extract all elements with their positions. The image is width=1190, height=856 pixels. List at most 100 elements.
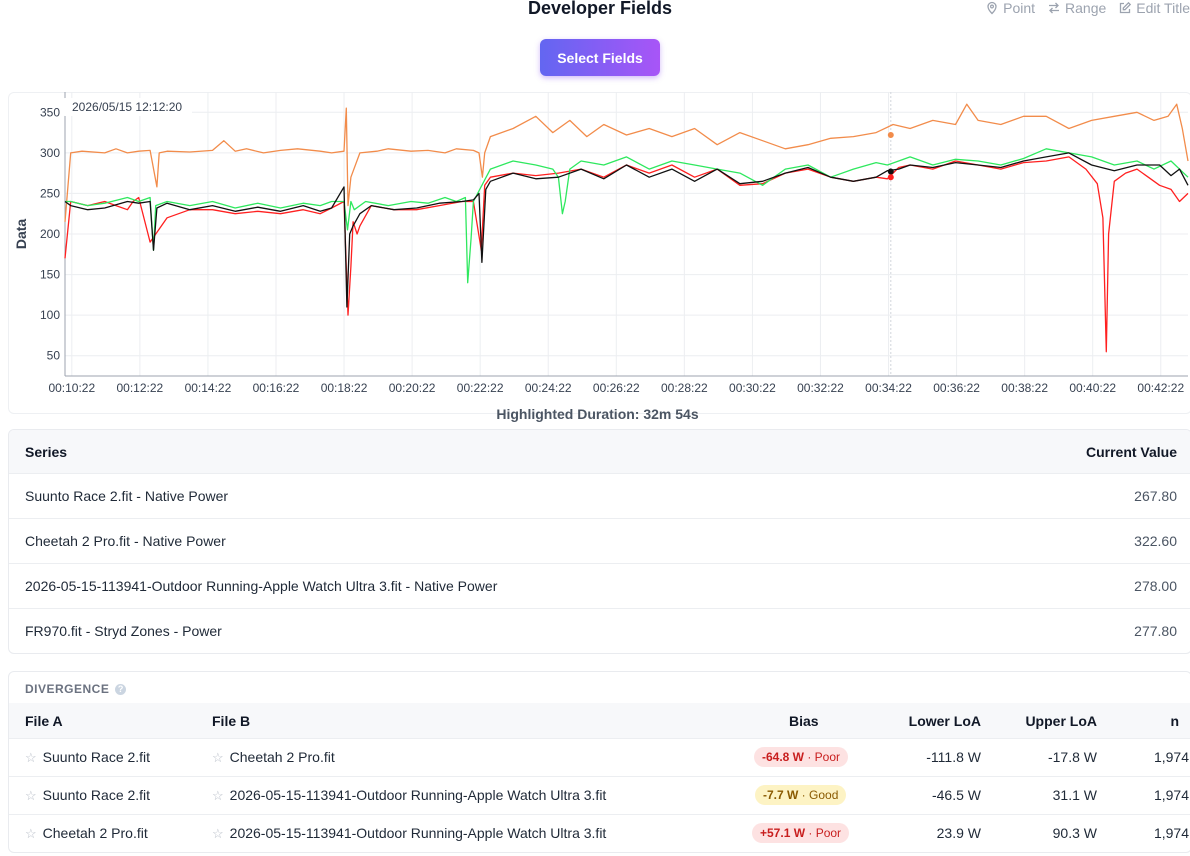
file-a-name: Suunto Race 2.fit xyxy=(42,749,151,765)
file-a-cell: ☆ Suunto Race 2.fit xyxy=(25,749,150,766)
table-row: FR970.fit - Stryd Zones - Power 277.80 xyxy=(9,608,1190,653)
bias-value: -64.8 W xyxy=(762,750,805,764)
arrows-swap-icon xyxy=(1049,2,1060,14)
series-name: FR970.fit - Stryd Zones - Power xyxy=(25,623,222,639)
divergence-title: DIVERGENCE ? xyxy=(25,682,127,696)
x-tick-label: 00:22:22 xyxy=(457,381,504,395)
upper-loa-cell: 90.3 W xyxy=(1052,825,1097,841)
file-a-name: Suunto Race 2.fit xyxy=(42,787,151,803)
y-tick-label: 50 xyxy=(47,349,61,363)
range-label: Range xyxy=(1065,0,1107,16)
table-row: ☆ Suunto Race 2.fit ☆ 2026-05-15-113941-Ou… xyxy=(9,776,1190,815)
file-a-cell: ☆ Cheetah 2 Pro.fit xyxy=(25,825,148,842)
upper-loa-cell: 31.1 W xyxy=(1052,787,1097,803)
upper-loa-cell: -17.8 W xyxy=(1047,749,1097,765)
bias-rating: · Poor xyxy=(805,826,842,840)
series-name: Cheetah 2 Pro.fit - Native Power xyxy=(25,533,226,549)
x-tick-label: 00:18:22 xyxy=(321,381,368,395)
highlighted-duration: Highlighted Duration: 32m 54s xyxy=(496,406,699,422)
series-value: 322.60 xyxy=(1134,533,1177,549)
select-fields-button[interactable]: Select Fields xyxy=(540,39,660,76)
star-icon[interactable]: ☆ xyxy=(25,788,37,803)
y-tick-label: 200 xyxy=(40,227,60,241)
bias-badge: +57.1 W · Poor xyxy=(752,823,850,843)
n-cell: 1,974 xyxy=(1153,787,1189,803)
x-tick-label: 00:26:22 xyxy=(593,381,640,395)
x-tick-label: 00:20:22 xyxy=(389,381,436,395)
x-tick-label: 00:28:22 xyxy=(661,381,708,395)
file-b-cell: ☆ 2026-05-15-113941-Outdoor Running-Apple… xyxy=(212,825,606,842)
upper-loa-header: Upper LoA xyxy=(1025,713,1097,729)
y-axis-label: Data xyxy=(13,219,29,250)
bias-rating: · Poor xyxy=(804,750,841,764)
series-header: Series xyxy=(25,443,68,460)
lower-loa-header: Lower LoA xyxy=(908,713,981,729)
y-tick-label: 350 xyxy=(40,105,60,119)
y-tick-label: 150 xyxy=(40,268,60,282)
file-b-name: 2026-05-15-113941-Outdoor Running-Apple … xyxy=(229,825,607,841)
table-row: Cheetah 2 Pro.fit - Native Power 322.60 xyxy=(9,518,1190,563)
x-tick-label: 00:24:22 xyxy=(525,381,572,395)
series-line[interactable] xyxy=(64,152,1189,308)
y-tick-label: 250 xyxy=(40,186,60,200)
divergence-title-text: DIVERGENCE xyxy=(25,682,110,696)
series-point-marker xyxy=(887,174,894,181)
y-tick-label: 100 xyxy=(40,308,60,322)
bias-badge: -7.7 W · Good xyxy=(755,785,847,805)
chart-toolbar: Point Range Edit Title xyxy=(985,0,1190,16)
file-b-header: File B xyxy=(212,713,251,729)
hover-label-box xyxy=(62,98,192,116)
x-tick-label: 00:34:22 xyxy=(865,381,912,395)
file-a-header: File A xyxy=(25,713,63,729)
star-icon[interactable]: ☆ xyxy=(25,826,37,841)
line-chart[interactable]: 50 100 150 200 250 300 350 00:10:22 00:12:22 00:1… xyxy=(0,92,1190,402)
x-tick-label: 00:36:22 xyxy=(933,381,980,395)
series-point-marker xyxy=(887,168,894,175)
lower-loa-cell: -46.5 W xyxy=(931,787,981,803)
table-row: ☆ Suunto Race 2.fit ☆ Cheetah 2 Pro.fit -6… xyxy=(9,738,1190,777)
series-line[interactable] xyxy=(64,156,1189,353)
series-value: 278.00 xyxy=(1134,578,1177,594)
x-tick-label: 00:42:22 xyxy=(1137,381,1184,395)
star-icon[interactable]: ☆ xyxy=(212,750,224,765)
file-a-cell: ☆ Suunto Race 2.fit xyxy=(25,787,150,804)
series-table: Series Current Value Suunto Race 2.fit -… xyxy=(8,429,1190,654)
series-table-header: Series Current Value xyxy=(9,430,1190,473)
table-row: ☆ Cheetah 2 Pro.fit ☆ 2026-05-15-113941-Ou… xyxy=(9,814,1190,852)
hover-timestamp: 2026/05/15 12:12:20 xyxy=(72,100,182,114)
map-pin-icon xyxy=(987,1,997,15)
star-icon[interactable]: ☆ xyxy=(212,826,224,841)
series-name: 2026-05-15-113941-Outdoor Running-Apple … xyxy=(25,578,498,594)
series-line[interactable] xyxy=(64,103,1189,222)
divergence-card: DIVERGENCE ? File A File B Bias Lower Lo… xyxy=(8,671,1190,853)
series-point-marker xyxy=(887,132,894,139)
x-tick-label: 00:14:22 xyxy=(185,381,232,395)
current-value-header: Current Value xyxy=(1085,443,1177,460)
x-tick-label: 00:16:22 xyxy=(253,381,300,395)
bias-rating: · Good xyxy=(798,788,839,802)
lower-loa-cell: 23.9 W xyxy=(936,825,981,841)
star-icon[interactable]: ☆ xyxy=(25,750,37,765)
x-tick-label: 00:12:22 xyxy=(117,381,164,395)
lower-loa-cell: -111.8 W xyxy=(926,749,981,765)
bias-header: Bias xyxy=(789,713,819,729)
star-icon[interactable]: ☆ xyxy=(212,788,224,803)
file-b-name: Cheetah 2 Pro.fit xyxy=(229,749,335,765)
range-tool[interactable]: Range xyxy=(1047,0,1106,16)
bias-value: +57.1 W xyxy=(760,826,806,840)
n-cell: 1,974 xyxy=(1153,749,1189,765)
edit-title-tool[interactable]: Edit Title xyxy=(1118,0,1190,16)
file-b-cell: ☆ Cheetah 2 Pro.fit xyxy=(212,749,335,766)
help-icon[interactable]: ? xyxy=(115,683,127,695)
edit-icon xyxy=(1120,1,1132,14)
y-tick-label: 300 xyxy=(40,146,60,160)
series-value: 267.80 xyxy=(1134,488,1177,504)
series-line[interactable] xyxy=(65,148,1189,284)
n-header: n xyxy=(1170,713,1179,729)
x-tick-label: 00:32:22 xyxy=(797,381,844,395)
file-a-name: Cheetah 2 Pro.fit xyxy=(42,825,148,841)
divergence-header-row: File A File B Bias Lower LoA Upper LoA n xyxy=(9,703,1190,739)
point-tool[interactable]: Point xyxy=(985,0,1035,16)
bias-value: -7.7 W xyxy=(763,788,799,802)
table-row: 2026-05-15-113941-Outdoor Running-Apple … xyxy=(9,563,1190,608)
